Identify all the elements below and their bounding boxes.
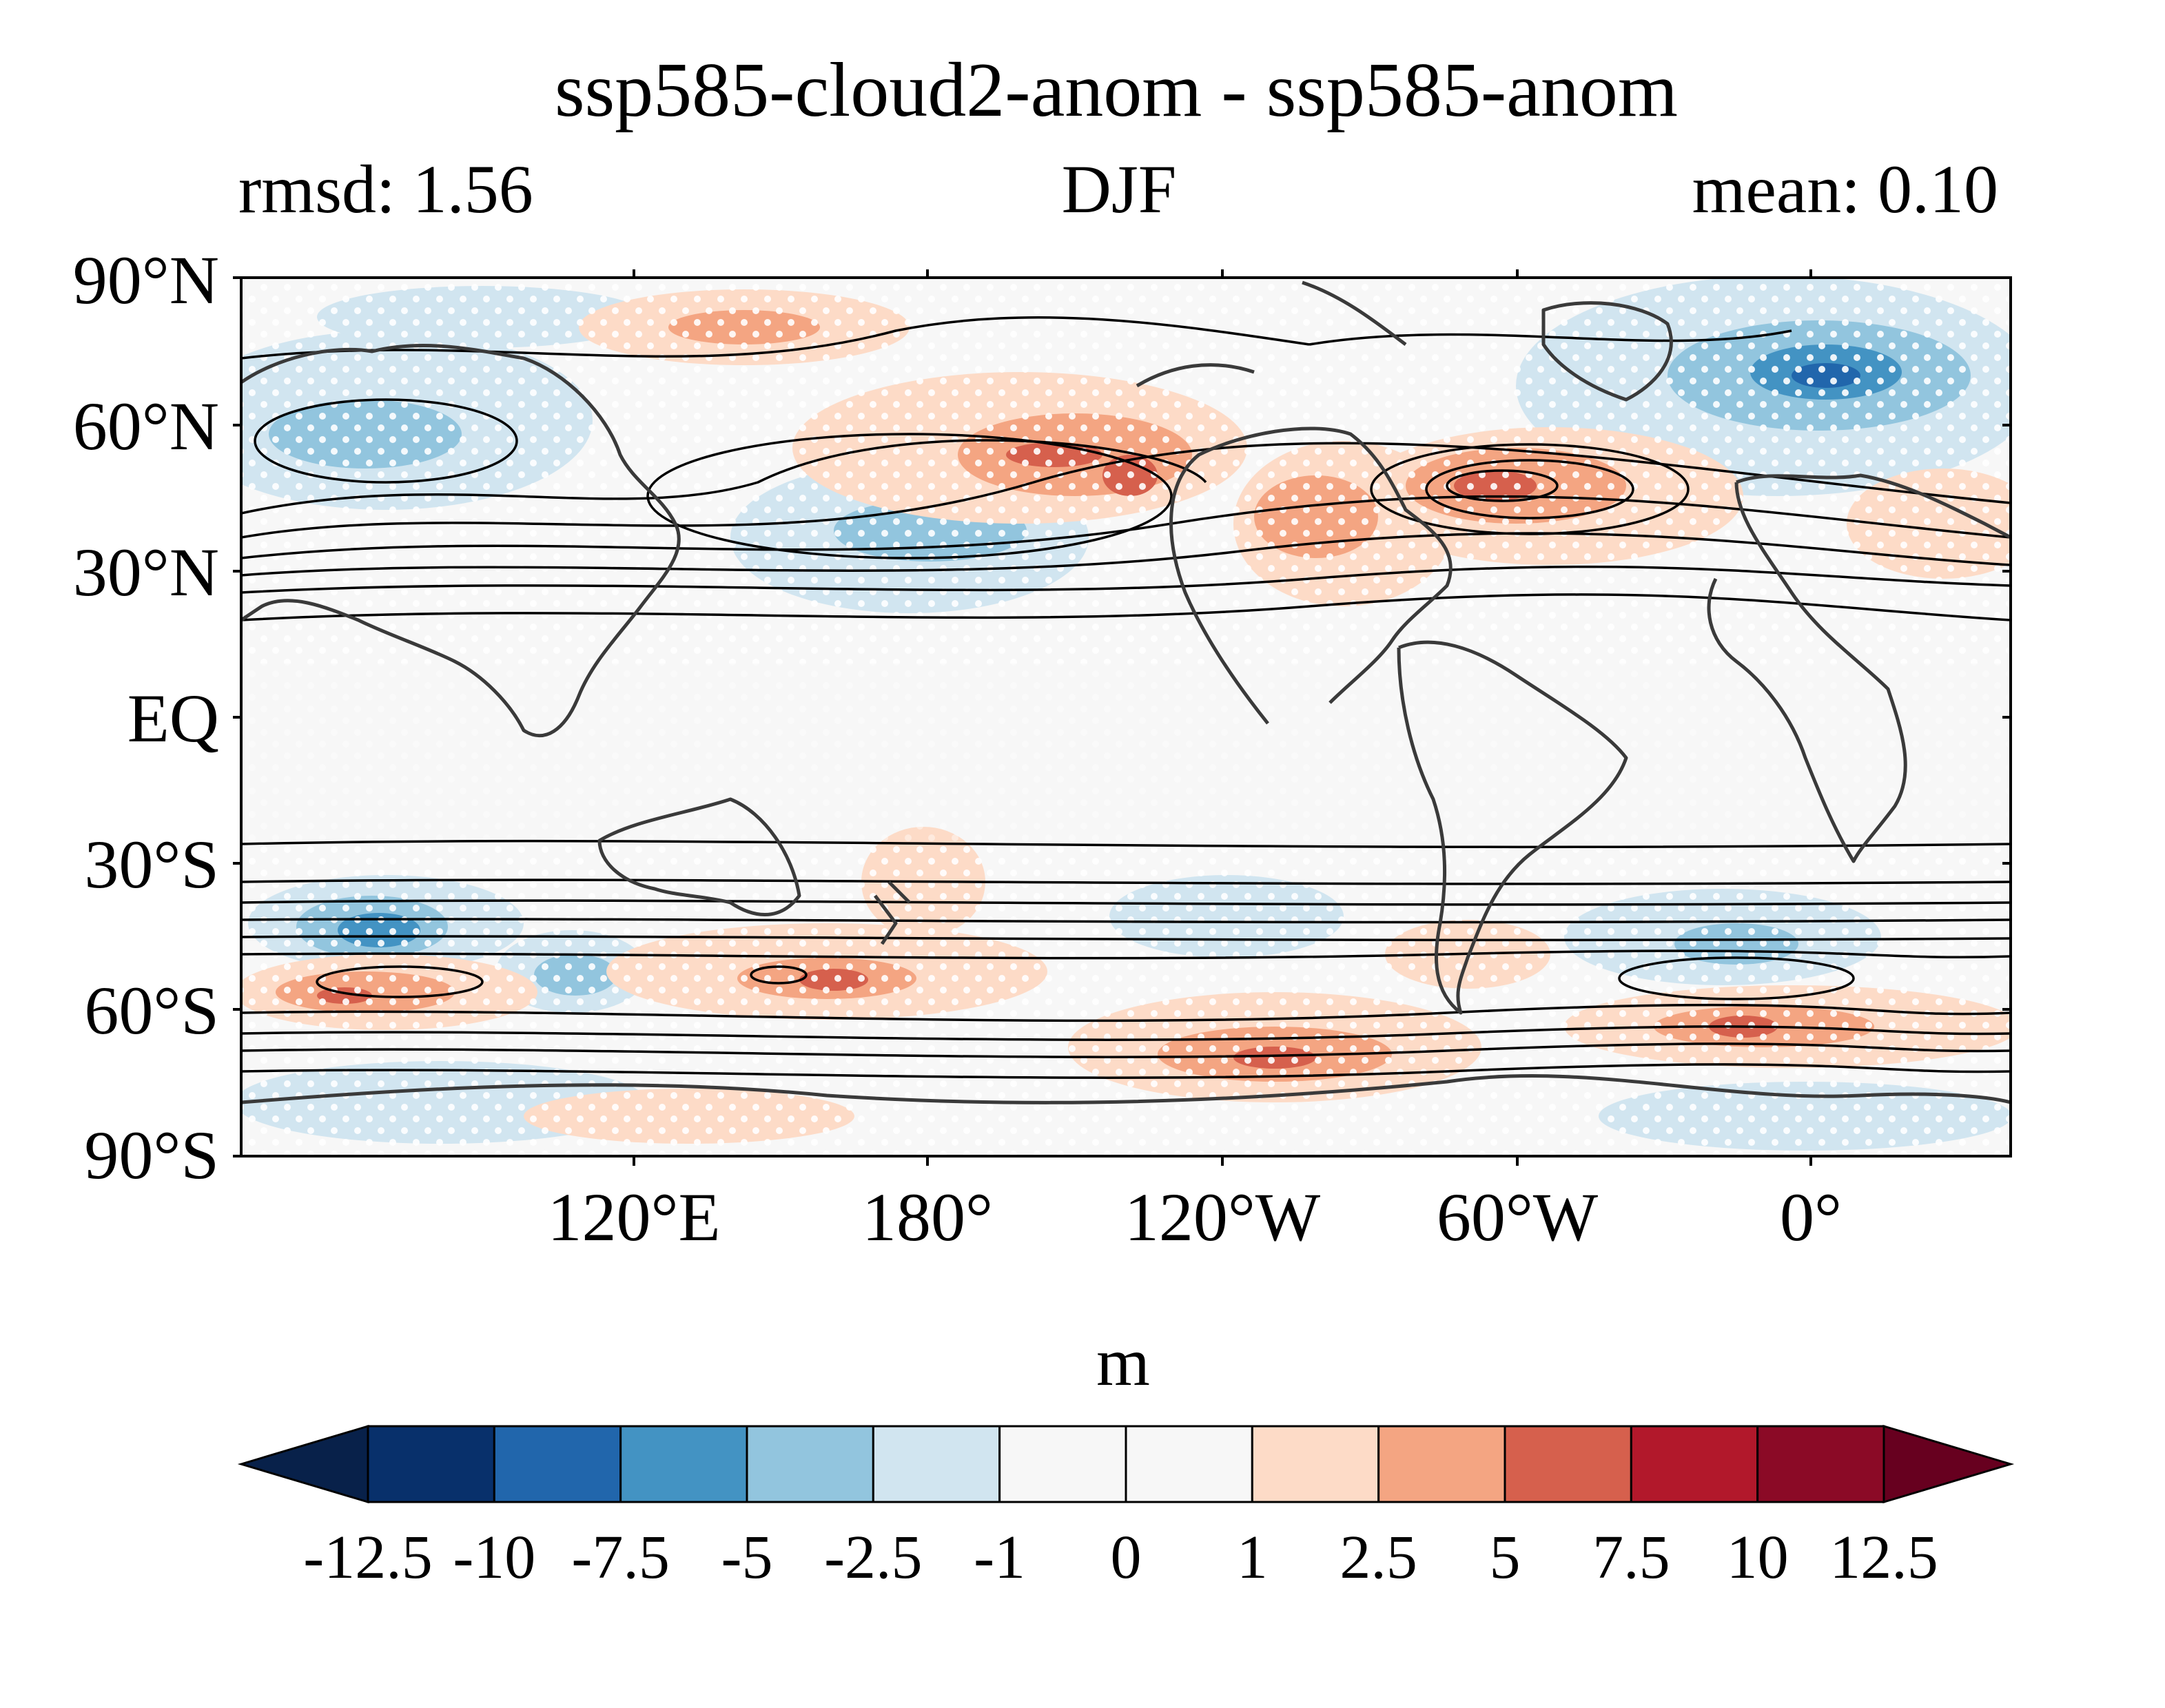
colorbar-labels: -12.5 -10 -7.5 -5 -2.5 -1 0 1 2.5 5 7.5 10 12.5	[303, 1523, 1938, 1592]
lat-tick-label: 60°S	[84, 972, 219, 1049]
contour-lines	[241, 316, 2011, 1079]
colorbar-box	[998, 1425, 1127, 1503]
colorbar-tick-label: 10	[1727, 1523, 1789, 1592]
colorbar-box	[367, 1425, 495, 1503]
colorbar-tick-label: 5	[1490, 1523, 1521, 1592]
season-label: DJF	[1062, 151, 1177, 227]
colorbar-tick-label: -7.5	[571, 1523, 669, 1592]
map-panel: 90°N 60°N 30°N EQ 30°S 60°S 90°S 120°E 1…	[73, 242, 2012, 1255]
map-ticks	[233, 269, 2011, 1166]
colorbar-box	[1756, 1425, 1885, 1503]
map-field	[241, 278, 2011, 1156]
colorbar-tick-label: 12.5	[1829, 1523, 1938, 1592]
lon-labels: 120°E 180° 120°W 60°W 0°	[547, 1179, 1842, 1255]
lon-tick-label: 0°	[1780, 1179, 1842, 1255]
colorbar-extend-high	[1882, 1424, 2015, 1504]
colorbar-box	[1377, 1425, 1506, 1503]
colorbar-tick-label: -10	[453, 1523, 535, 1592]
lat-tick-label: 30°S	[84, 826, 219, 903]
lat-labels: 90°N 60°N 30°N EQ 30°S 60°S 90°S	[73, 242, 219, 1193]
colorbar-tick-label: 7.5	[1592, 1523, 1670, 1592]
lat-tick-label: 90°S	[84, 1117, 219, 1193]
colorbar-box	[493, 1425, 622, 1503]
rmsd-label: rmsd: 1.56	[238, 151, 533, 227]
coastlines	[241, 280, 2011, 1104]
lat-tick-label: 90°N	[73, 242, 219, 318]
colorbar-tick-label: -2.5	[824, 1523, 922, 1592]
colorbar-box	[872, 1425, 1001, 1503]
colorbar-box	[746, 1425, 874, 1503]
colorbar-box	[1251, 1425, 1380, 1503]
colorbar-box	[619, 1425, 748, 1503]
colorbar-tick-label: 1	[1237, 1523, 1268, 1592]
lon-tick-label: 120°E	[547, 1179, 720, 1255]
colorbar-boxes	[237, 1424, 2015, 1504]
lat-tick-label: EQ	[127, 680, 219, 757]
colorbar-tick-label: -5	[721, 1523, 773, 1592]
lon-tick-label: 120°W	[1125, 1179, 1321, 1255]
colorbar-unit: m	[1096, 1324, 1150, 1400]
colorbar-extend-low	[237, 1424, 369, 1504]
colorbar-box	[1630, 1425, 1759, 1503]
lat-tick-label: 60°N	[73, 388, 219, 464]
lon-tick-label: 60°W	[1437, 1179, 1599, 1255]
lat-tick-label: 30°N	[73, 534, 219, 610]
colorbar-tick-label: 2.5	[1340, 1523, 1417, 1592]
mean-label: mean: 0.10	[1692, 151, 1998, 227]
lon-tick-label: 180°	[862, 1179, 993, 1255]
colorbar-tick-label: 0	[1111, 1523, 1142, 1592]
significance-stippling	[241, 278, 2011, 1156]
colorbar-tick-label: -1	[974, 1523, 1025, 1592]
plot-title: ssp585-cloud2-anom - ssp585-anom	[555, 48, 1678, 133]
colorbar-tick-label: -12.5	[303, 1523, 432, 1592]
colorbar-box	[1504, 1425, 1632, 1503]
colorbar-box	[1125, 1425, 1253, 1503]
colorbar: m -12.5 -10 -7.5 -5 -2.5 -1 0 1 2.5 5 7.5 10 12.5	[237, 1324, 2015, 1592]
